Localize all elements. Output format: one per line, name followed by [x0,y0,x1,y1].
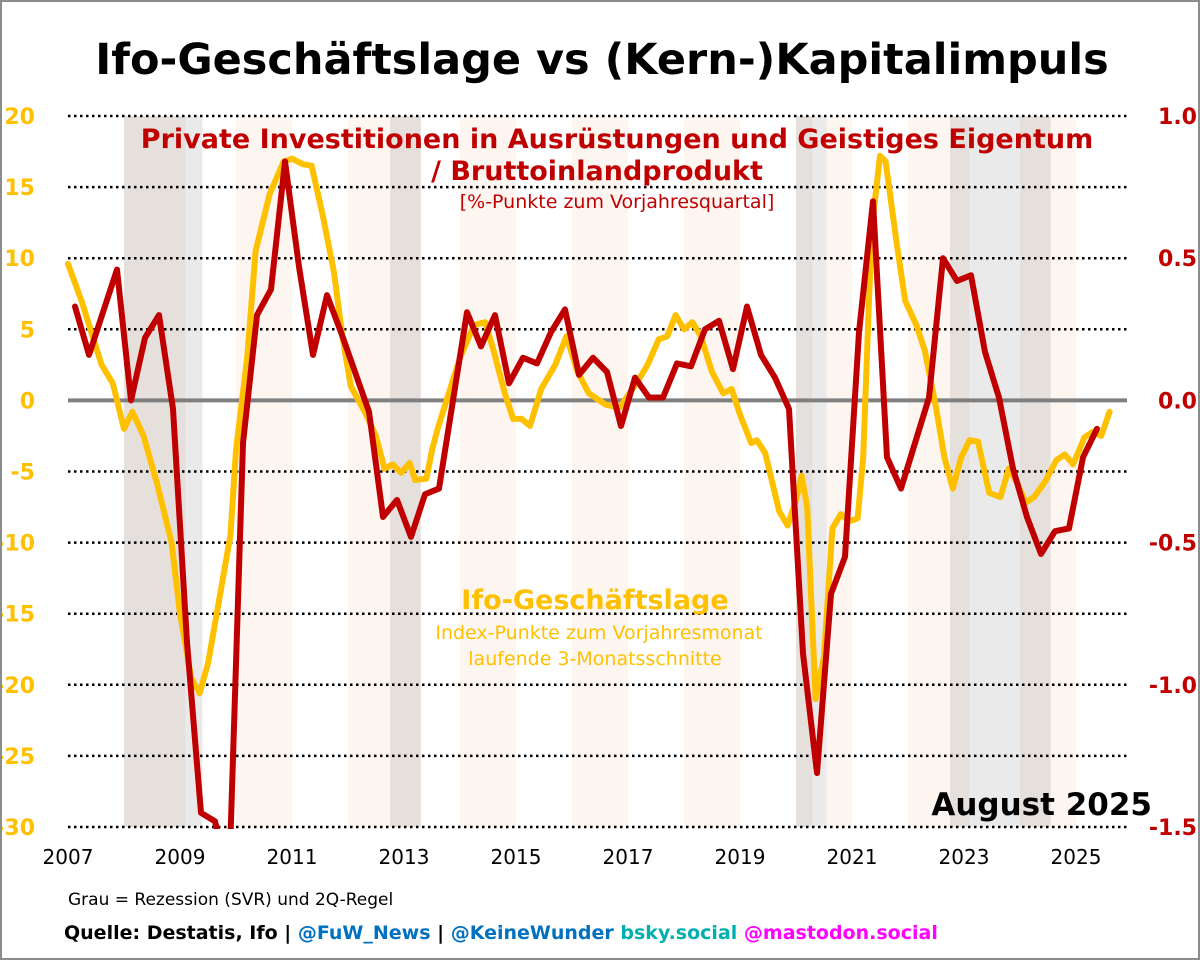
x-tick-label: 2023 [939,845,990,869]
chart-title: Ifo-Geschäftslage vs (Kern-)Kapitalimpul… [95,35,1109,85]
mastodon-handle[interactable]: @mastodon.social [737,922,938,944]
left-tick-label: 20 [4,105,35,130]
red-series-unit: [%-Punkte zum Vorjahresquartal] [460,191,775,213]
yellow-series-label: Ifo-Geschäftslage [461,585,728,616]
x-tick-label: 2007 [43,845,94,869]
yellow-series-note: laufende 3-Monatsschnitte [468,648,721,670]
left-tick-label: 5 [20,318,35,343]
shaded-periods [124,116,1076,827]
red-series-label: Private Investitionen in Ausrüstungen un… [141,124,1093,155]
left-tick-label: -10 [2,532,35,557]
separator: | [431,922,451,944]
fuw-handle[interactable]: @FuW_News [298,922,431,944]
x-tick-label: 2019 [715,845,766,869]
series-lines [65,152,1113,829]
x-tick-label: 2011 [267,845,318,869]
right-tick-label: 1.0 [1158,105,1197,130]
x-tick-label: 2015 [491,845,542,869]
left-tick-label: 0 [20,389,35,414]
left-tick-label: 15 [4,176,35,201]
left-tick-label: -20 [2,674,35,699]
investment-line [72,158,1100,829]
right-tick-label: -1.5 [1149,816,1197,841]
shaded-band-light [572,116,628,827]
date-label: August 2025 [931,787,1152,823]
red-series-label-2: / Bruttoinlandprodukt [431,156,763,187]
right-tick-label: -0.5 [1149,532,1197,557]
left-tick-label: -25 [2,745,35,770]
yellow-series-unit: Index-Punkte zum Vorjahresmonat [435,622,762,644]
x-axis-ticks: 2007 2009 2011 2013 2015 2017 2019 2021 2023 2025 [43,845,1102,869]
x-tick-label: 2025 [1051,845,1102,869]
x-tick-label: 2017 [603,845,654,869]
source-text: Quelle: Destatis, Ifo | [64,922,298,944]
footer-source: Quelle: Destatis, Ifo | @FuW_News | @Kei… [64,922,938,944]
bsky-handle[interactable]: bsky.social [614,922,738,944]
x-tick-label: 2009 [155,845,206,869]
keinewunder-handle[interactable]: @KeineWunder [451,922,615,944]
shaded-band-light [236,116,292,827]
footer-note: Grau = Rezession (SVR) und 2Q-Regel [68,890,393,910]
right-tick-label: 0.0 [1158,389,1197,414]
right-tick-label: 0.5 [1158,247,1197,272]
left-tick-label: 10 [4,247,35,272]
left-tick-label: -15 [2,603,35,628]
right-tick-label: -1.0 [1149,674,1197,699]
left-tick-label: -30 [2,816,35,841]
x-tick-label: 2021 [827,845,878,869]
right-axis-ticks: 1.0 0.5 0.0 -0.5 -1.0 -1.5 [1149,105,1197,841]
x-tick-label: 2013 [379,845,430,869]
left-tick-label: -5 [11,461,35,486]
left-axis-ticks: 20 15 10 5 0 -5 -10 -15 -20 -25 -30 [2,105,35,841]
